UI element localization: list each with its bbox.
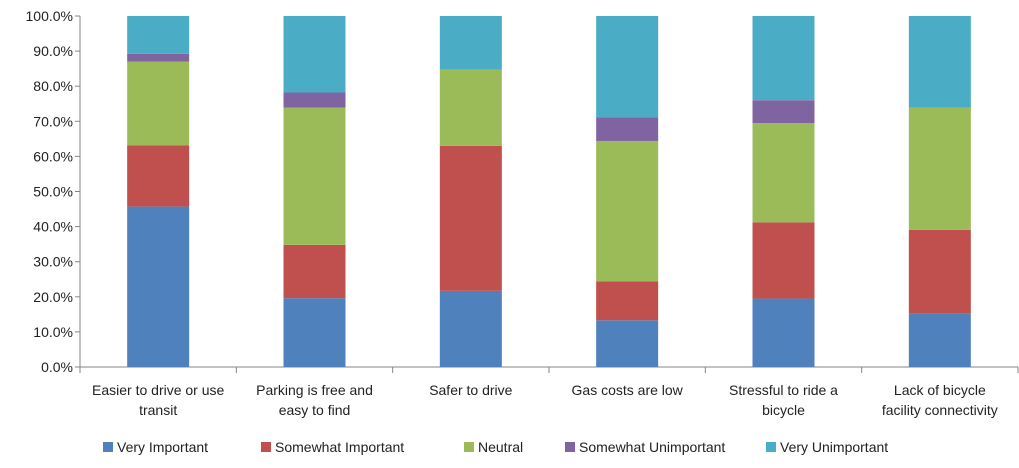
bar-segment [283, 92, 346, 108]
bar-segment [752, 16, 815, 101]
bar-segment [752, 298, 815, 367]
bar-segment [127, 206, 190, 367]
bar-segment [127, 53, 190, 62]
bar-segment [439, 69, 502, 146]
legend-swatch [766, 442, 776, 452]
bar-segment [283, 107, 346, 245]
legend-label: Neutral [478, 439, 523, 455]
bar-segment [596, 140, 659, 282]
x-tick-label: Easier to drive or use [92, 382, 224, 398]
x-tick-label: Gas costs are low [572, 382, 684, 398]
bar-segment [283, 244, 346, 299]
bar-segment [752, 222, 815, 299]
bar-segment [596, 16, 659, 118]
bar-segment [908, 229, 971, 314]
x-tick-label: facility connectivity [882, 402, 998, 418]
legend-label: Very Unimportant [780, 439, 888, 455]
y-tick-label: 60.0% [33, 148, 73, 164]
bar-segment [439, 16, 502, 70]
legend-swatch [464, 442, 474, 452]
bar-segment [283, 298, 346, 367]
y-tick-label: 80.0% [33, 78, 73, 94]
bar-segment [127, 61, 190, 146]
bar-segment [908, 313, 971, 367]
x-tick-label: transit [139, 402, 177, 418]
x-tick-label: Stressful to ride a [729, 382, 838, 398]
bar-segment [596, 320, 659, 367]
x-tick-label: bicycle [762, 402, 805, 418]
legend-label: Somewhat Unimportant [579, 439, 725, 455]
bar-segment [439, 290, 502, 367]
y-tick-label: 10.0% [33, 324, 73, 340]
y-tick-label: 100.0% [26, 8, 73, 24]
legend-label: Very Important [117, 439, 208, 455]
bar-segment [439, 145, 502, 291]
bar-segment [908, 107, 971, 230]
x-tick-label: Safer to drive [429, 382, 512, 398]
bar-segment [596, 281, 659, 321]
y-tick-label: 20.0% [33, 289, 73, 305]
legend-swatch [261, 442, 271, 452]
y-tick-label: 90.0% [33, 43, 73, 59]
y-tick-label: 50.0% [33, 184, 73, 200]
bar-segment [908, 16, 971, 108]
bar-segment [283, 16, 346, 93]
legend-swatch [565, 442, 575, 452]
legend-swatch [103, 442, 113, 452]
y-tick-label: 0.0% [41, 359, 73, 375]
bar-segment [752, 123, 815, 223]
y-tick-label: 70.0% [33, 113, 73, 129]
legend-label: Somewhat Important [275, 439, 404, 455]
bar-segment [127, 16, 190, 54]
bar-segment [752, 100, 815, 124]
x-tick-label: easy to find [279, 402, 351, 418]
bar-segment [596, 117, 659, 141]
bar-segment [127, 145, 190, 207]
x-tick-label: Parking is free and [256, 382, 373, 398]
x-tick-label: Lack of bicycle [894, 382, 986, 398]
y-tick-label: 40.0% [33, 219, 73, 235]
y-tick-label: 30.0% [33, 254, 73, 270]
